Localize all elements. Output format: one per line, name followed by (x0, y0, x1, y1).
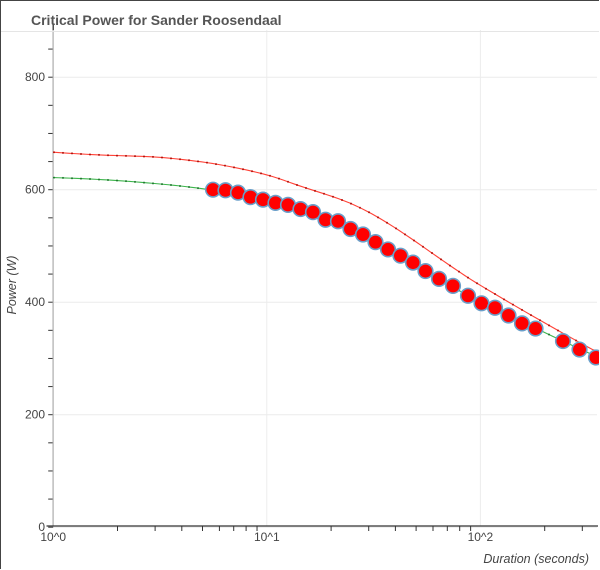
svg-text:10^2: 10^2 (468, 530, 494, 544)
svg-text:800: 800 (25, 70, 45, 84)
svg-text:10^0: 10^0 (40, 530, 66, 544)
svg-text:600: 600 (25, 183, 45, 197)
svg-text:200: 200 (25, 408, 45, 422)
svg-text:10^1: 10^1 (254, 530, 280, 544)
svg-text:400: 400 (25, 295, 45, 309)
